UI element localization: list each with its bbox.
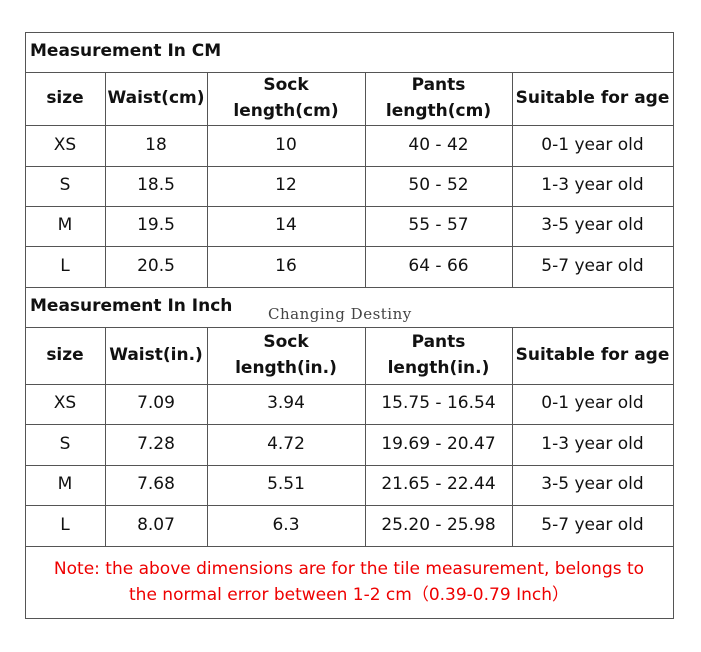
header-cell: Sock length(in.) bbox=[235, 332, 337, 378]
column-line bbox=[365, 72, 366, 287]
table-cell: XS bbox=[53, 393, 77, 414]
header-cell: Waist(cm) bbox=[107, 87, 205, 108]
table-cell: 25.20 - 25.98 bbox=[381, 514, 496, 535]
row-line bbox=[25, 246, 674, 247]
table-cell: 55 - 57 bbox=[408, 215, 469, 236]
header-cell: size bbox=[46, 344, 84, 365]
table-cell: 19.69 - 20.47 bbox=[381, 433, 496, 454]
table-cell: S bbox=[59, 175, 71, 196]
table-cell: M bbox=[57, 215, 73, 236]
table-cell: 15.75 - 16.54 bbox=[381, 393, 496, 414]
table-cell: 4.72 bbox=[267, 433, 305, 454]
table-cell: S bbox=[59, 433, 71, 454]
column-line bbox=[25, 32, 26, 619]
table-cell: L bbox=[60, 514, 70, 535]
table-cell: 14 bbox=[275, 215, 297, 236]
table-cell: 8.07 bbox=[137, 514, 175, 535]
row-line bbox=[25, 618, 674, 619]
header-cell: Suitable for age bbox=[515, 87, 670, 108]
row-line bbox=[25, 505, 674, 506]
table-cell: 20.5 bbox=[137, 255, 175, 276]
header-cell: Pants length(cm) bbox=[385, 75, 492, 121]
row-line bbox=[25, 546, 674, 547]
row-line bbox=[25, 327, 674, 328]
table-cell: 0-1 year old bbox=[541, 393, 644, 414]
table-cell: 10 bbox=[275, 134, 297, 155]
table-cell: 5-7 year old bbox=[541, 255, 644, 276]
table-cell: 16 bbox=[275, 255, 297, 276]
section-title: Measurement In Inch bbox=[30, 296, 233, 317]
table-cell: 7.28 bbox=[137, 433, 175, 454]
table-cell: 3.94 bbox=[267, 393, 305, 414]
row-line bbox=[25, 424, 674, 425]
table-cell: 50 - 52 bbox=[408, 175, 469, 196]
table-cell: M bbox=[57, 474, 73, 495]
header-cell: Waist(in.) bbox=[109, 344, 203, 365]
table-cell: 1-3 year old bbox=[541, 175, 644, 196]
table-cell: 21.65 - 22.44 bbox=[381, 474, 496, 495]
row-line bbox=[25, 287, 674, 288]
table-cell: 7.68 bbox=[137, 474, 175, 495]
column-line bbox=[105, 72, 106, 287]
column-line bbox=[512, 327, 513, 546]
header-cell: Suitable for age bbox=[515, 344, 670, 365]
table-cell: 18.5 bbox=[137, 175, 175, 196]
header-cell: size bbox=[46, 87, 84, 108]
header-cell: Sock length(cm) bbox=[233, 75, 339, 121]
table-cell: 5.51 bbox=[267, 474, 305, 495]
table-cell: 18 bbox=[145, 134, 167, 155]
column-line bbox=[365, 327, 366, 546]
table-cell: 6.3 bbox=[272, 514, 300, 535]
row-line bbox=[25, 166, 674, 167]
table-cell: 12 bbox=[275, 175, 297, 196]
table-cell: 3-5 year old bbox=[541, 474, 644, 495]
column-line bbox=[207, 327, 208, 546]
row-line bbox=[25, 32, 674, 33]
table-cell: XS bbox=[53, 134, 77, 155]
table-cell: 0-1 year old bbox=[541, 134, 644, 155]
table-cell: 7.09 bbox=[137, 393, 175, 414]
table-cell: 19.5 bbox=[137, 215, 175, 236]
header-cell: Pants length(in.) bbox=[387, 332, 490, 378]
column-line bbox=[207, 72, 208, 287]
note: Note: the above dimensions are for the t… bbox=[53, 558, 645, 605]
table-cell: 64 - 66 bbox=[408, 255, 469, 276]
row-line bbox=[25, 465, 674, 466]
column-line bbox=[512, 72, 513, 287]
table-cell: 40 - 42 bbox=[408, 134, 469, 155]
section-title: Measurement In CM bbox=[30, 41, 222, 62]
table-cell: L bbox=[60, 255, 70, 276]
table-cell: 3-5 year old bbox=[541, 215, 644, 236]
row-line bbox=[25, 206, 674, 207]
column-line bbox=[105, 327, 106, 546]
table-cell: 1-3 year old bbox=[541, 433, 644, 454]
table-cell: 5-7 year old bbox=[541, 514, 644, 535]
row-line bbox=[25, 72, 674, 73]
row-line bbox=[25, 384, 674, 385]
row-line bbox=[25, 125, 674, 126]
column-line bbox=[673, 32, 674, 619]
watermark: Changing Destiny bbox=[268, 305, 412, 323]
